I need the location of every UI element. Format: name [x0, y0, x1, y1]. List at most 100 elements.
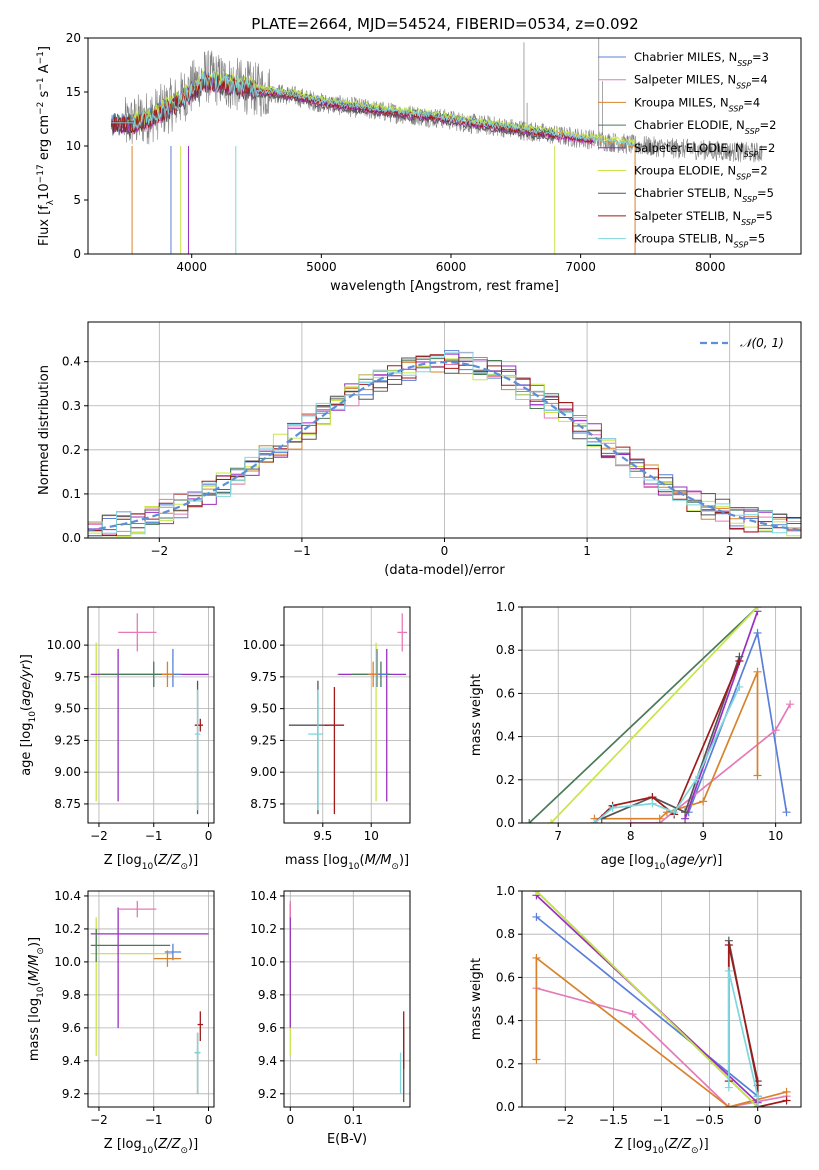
y-axis-label: age [log10(age/yr)]	[19, 654, 38, 776]
x-tick-label: −1	[653, 1113, 671, 1127]
x-tick-label: 0	[754, 1113, 762, 1127]
y-tick-label: 10.0	[54, 955, 81, 969]
x-tick-label: 0.1	[344, 1113, 363, 1127]
x-tick-label: 7	[554, 829, 562, 843]
weight-marker	[699, 797, 708, 806]
error-bar-point	[153, 950, 182, 967]
model-spectrum	[111, 72, 636, 147]
grid	[88, 607, 214, 823]
weight-marker	[753, 607, 762, 611]
x-axis-label: age [log10(age/yr)]	[601, 853, 723, 872]
axes-frame	[283, 890, 411, 1108]
error-bar-point	[324, 687, 345, 815]
legend-entry: Chabrier STELIB, NSSP=5	[634, 186, 774, 204]
weight-vs-age-panel: 7 8 9 10 0.0 0.2 0.4 0.6 0.8 1.0 age [log10(age/yr…	[469, 600, 802, 872]
age-vs-mass-panel: 9.5 10 8.75 9.00 9.25 9.50 9.75 10.00 mass [log1…	[243, 606, 411, 872]
y-tick-label: 9.00	[250, 765, 277, 779]
weight-marker	[782, 1087, 791, 1096]
error-bar-point	[98, 661, 171, 688]
x-tick-label: 0	[205, 1113, 213, 1127]
legend-entry: Salpeter ELODIE, NSSP=2	[634, 141, 775, 159]
x-tick-label: −2	[150, 544, 168, 558]
x-tick-label: 9.5	[313, 829, 332, 843]
x-tick-label: 5000	[306, 260, 337, 274]
weight-marker	[782, 1096, 791, 1105]
y-tick-label: 0.1	[62, 487, 81, 501]
axes-decor: −2 −1.5 −1 −0.5 0 0.0 0.2 0.4 0.6 0.8 1.0 Z [log10(…	[469, 884, 802, 1156]
x-tick-label: 9	[699, 829, 707, 843]
y-tick-label: 0.6	[496, 970, 515, 984]
x-tick-label: 10	[364, 829, 379, 843]
plot-area	[525, 607, 795, 823]
y-tick-label: 10.2	[54, 922, 81, 936]
residuals-panel: −2 −1 0 1 2 0.0 0.1 0.2 0.3 0.4 (data-model)/error…	[37, 321, 802, 578]
error-bar-point	[194, 718, 204, 732]
grid	[284, 891, 410, 1107]
grid	[284, 607, 410, 823]
x-tick-label: 4000	[176, 260, 207, 274]
x-tick-label: −1.5	[599, 1113, 628, 1127]
y-tick-label: 8.75	[250, 797, 277, 811]
plot-area	[288, 613, 408, 815]
legend-entry: Salpeter MILES, NSSP=4	[634, 73, 768, 91]
histogram-step	[88, 356, 801, 531]
mass-vs-metallicity-panel: −2 −1 0 9.2 9.4 9.6 9.8 10.0 10.2 10.4 Z [log10(Z/…	[27, 889, 215, 1156]
weight-marker	[670, 808, 679, 817]
weight-marker	[753, 628, 762, 637]
legend: 𝒩(0, 1)	[700, 336, 784, 350]
x-tick-label: 0	[441, 544, 449, 558]
weight-marker	[546, 819, 555, 823]
weight-marker	[608, 803, 617, 812]
y-axis-label: Normed distribution	[37, 365, 52, 495]
y-tick-label: 9.8	[62, 988, 81, 1002]
axes-decor: 4000 5000 6000 7000 8000 0 5 10 15 20 wavelength […	[36, 31, 802, 294]
error-bar-point	[368, 661, 379, 688]
legend-entry: Kroupa MILES, NSSP=4	[634, 95, 760, 113]
error-bar-point	[397, 613, 408, 652]
x-axis-label: (data-model)/error	[384, 563, 505, 578]
y-tick-label: 9.50	[250, 702, 277, 716]
y-tick-label: 0.4	[496, 1014, 515, 1028]
error-bar-point	[338, 648, 407, 802]
x-axis-label: Z [log10(Z/Z⊙)]	[614, 1137, 708, 1156]
y-tick-label: 0.8	[496, 927, 515, 941]
weight-marker	[532, 953, 541, 962]
age-vs-metallicity-panel: −2 −1 0 8.75 9.00 9.25 9.50 9.75 10.00 Z [log10(Z…	[19, 606, 215, 872]
weight-line	[528, 607, 759, 823]
y-tick-label: 0.6	[496, 686, 515, 700]
error-bar-point	[337, 642, 391, 802]
y-tick-label: 15	[66, 85, 81, 99]
error-bar-point	[308, 689, 323, 811]
x-tick-label: −1	[145, 1113, 163, 1127]
legend-entry: 𝒩(0, 1)	[740, 336, 784, 350]
x-tick-label: 0	[286, 1113, 294, 1127]
error-bar-point	[367, 648, 387, 688]
axes-decor: −2 −1 0 9.2 9.4 9.6 9.8 10.0 10.2 10.4 Z [log10(Z/…	[27, 889, 215, 1156]
error-bar-point	[90, 928, 171, 962]
y-tick-label: 10.4	[54, 889, 81, 903]
weight-marker	[782, 808, 791, 817]
y-tick-label: 10.0	[250, 955, 277, 969]
y-tick-label: 0.0	[496, 816, 515, 830]
weight-line	[630, 703, 791, 823]
legend-entry: Kroupa ELODIE, NSSP=2	[634, 164, 768, 182]
weight-marker	[724, 1083, 733, 1092]
y-tick-label: 9.50	[54, 702, 81, 716]
error-bar-point	[197, 1011, 204, 1042]
error-bar-point	[90, 648, 209, 802]
weight-line	[601, 656, 741, 820]
x-tick-label: 0	[205, 829, 213, 843]
axes-decor: −2 −1 0 1 2 0.0 0.1 0.2 0.3 0.4 (data-model)/error…	[37, 321, 802, 578]
y-tick-label: 9.6	[62, 1021, 81, 1035]
y-tick-label: 10.2	[250, 922, 277, 936]
y-axis-label: mass weight	[469, 958, 484, 1040]
weight-marker	[786, 700, 795, 709]
y-tick-label: 0.2	[496, 1057, 515, 1071]
x-tick-label: 10	[768, 829, 783, 843]
y-tick-label: 9.00	[54, 765, 81, 779]
weight-marker	[724, 1103, 733, 1107]
axes-decor: 0 0.1 9.2 9.4 9.6 9.8 10.0 10.2 10.4 E(B-V)	[250, 889, 411, 1147]
axes-decor: 9.5 10 8.75 9.00 9.25 9.50 9.75 10.00 mass [log1…	[243, 606, 411, 872]
x-tick-label: −2	[90, 1113, 108, 1127]
